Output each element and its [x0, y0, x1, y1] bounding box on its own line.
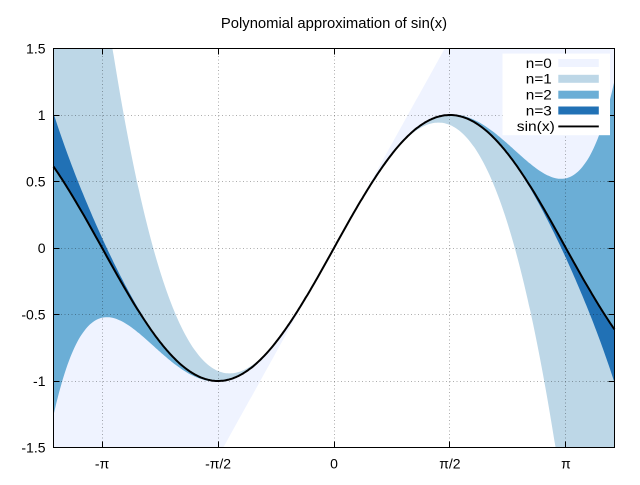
svg-text:-1.5: -1.5 — [21, 439, 45, 455]
svg-text:1: 1 — [38, 107, 46, 123]
svg-text:1.5: 1.5 — [26, 40, 46, 56]
svg-text:Polynomial approximation of si: Polynomial approximation of sin(x) — [221, 16, 447, 32]
svg-text:n=0: n=0 — [526, 55, 552, 71]
svg-text:-1: -1 — [33, 373, 46, 389]
svg-text:-π/2: -π/2 — [205, 456, 231, 472]
svg-text:n=1: n=1 — [526, 71, 552, 87]
svg-text:-0.5: -0.5 — [21, 306, 45, 322]
svg-text:n=2: n=2 — [526, 87, 552, 103]
svg-text:π/2: π/2 — [439, 456, 461, 472]
svg-text:0: 0 — [38, 240, 46, 256]
svg-text:π: π — [561, 456, 571, 472]
svg-text:0.5: 0.5 — [26, 173, 46, 189]
svg-text:0: 0 — [330, 456, 338, 472]
svg-text:n=3: n=3 — [526, 102, 552, 118]
svg-text:sin(x): sin(x) — [517, 118, 555, 134]
svg-text:-π: -π — [95, 456, 110, 472]
